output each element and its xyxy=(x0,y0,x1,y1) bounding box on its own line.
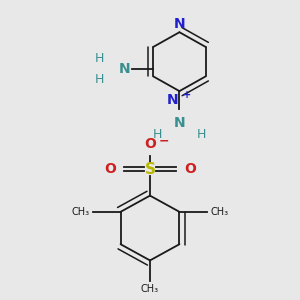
Text: H: H xyxy=(95,73,104,86)
Text: CH₃: CH₃ xyxy=(71,207,90,217)
Text: S: S xyxy=(145,162,155,177)
Text: CH₃: CH₃ xyxy=(141,284,159,294)
Text: N: N xyxy=(166,93,178,106)
Text: N: N xyxy=(119,62,131,76)
Text: −: − xyxy=(158,135,169,148)
Text: N: N xyxy=(174,116,185,130)
Text: H: H xyxy=(197,128,206,141)
Text: +: + xyxy=(183,90,191,100)
Text: O: O xyxy=(184,162,196,176)
Text: H: H xyxy=(95,52,104,65)
Text: N: N xyxy=(174,17,185,31)
Text: O: O xyxy=(104,162,116,176)
Text: H: H xyxy=(152,128,162,141)
Text: O: O xyxy=(144,137,156,152)
Text: CH₃: CH₃ xyxy=(210,207,229,217)
